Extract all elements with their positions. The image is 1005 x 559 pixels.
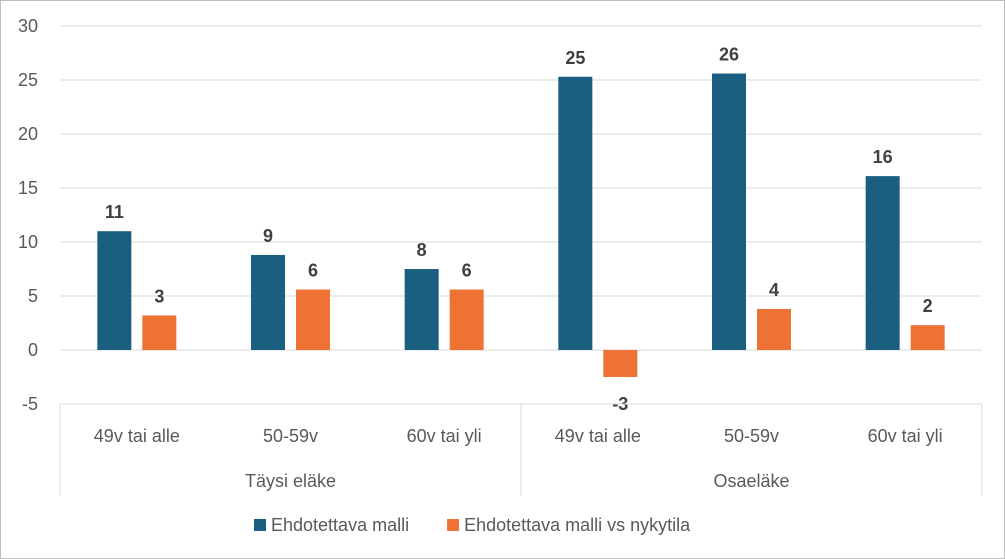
- legend-label: Ehdotettava malli: [271, 515, 409, 535]
- bar-vs-nykytila: [296, 289, 330, 350]
- data-label: 6: [462, 261, 472, 281]
- x-axis: 49v tai alle 50-59v 60v tai yli 49v tai all…: [59, 403, 983, 496]
- bar-ehdotettava-malli: [404, 269, 439, 350]
- data-label: 9: [263, 226, 273, 246]
- x-category-label: 50-59v: [263, 426, 318, 446]
- bar-vs-nykytila: [449, 289, 484, 350]
- legend-swatch: [447, 519, 460, 531]
- gridlines: [60, 25, 982, 405]
- y-tick-label: 5: [28, 286, 38, 306]
- y-tick-label: 25: [18, 70, 38, 90]
- x-group-label: Osaeläke: [713, 471, 789, 491]
- data-label: 6: [308, 261, 318, 281]
- bar-ehdotettava-malli: [251, 254, 285, 350]
- y-axis-ticks: -5 0 5 10 15 20 25 30: [18, 16, 38, 414]
- data-label: 11: [105, 202, 124, 222]
- data-label: 25: [565, 48, 585, 68]
- x-category-label: 60v tai yli: [868, 426, 943, 446]
- x-category-label: 49v tai alle: [555, 426, 641, 446]
- data-label: 8: [417, 240, 427, 260]
- bar-vs-nykytila: [142, 315, 177, 350]
- x-category-label: 60v tai yli: [407, 426, 482, 446]
- bar-ehdotettava-malli: [865, 176, 900, 350]
- data-label: 16: [873, 147, 893, 167]
- y-tick-label: 20: [18, 124, 38, 144]
- bar-vs-nykytila: [757, 308, 791, 350]
- legend-swatch: [254, 519, 266, 531]
- y-tick-label: -5: [22, 394, 38, 414]
- x-group-label: Täysi eläke: [245, 471, 336, 491]
- data-label: 4: [769, 280, 779, 300]
- bar-ehdotettava-malli: [97, 231, 132, 350]
- data-label: 3: [154, 286, 164, 306]
- x-category-label: 50-59v: [724, 426, 779, 446]
- bar-vs-nykytila: [603, 350, 638, 377]
- y-tick-label: 30: [18, 16, 38, 36]
- y-tick-label: 10: [18, 232, 38, 252]
- bar-vs-nykytila: [910, 325, 945, 350]
- x-category-label: 49v tai alle: [94, 426, 180, 446]
- legend: Ehdotettava malli Ehdotettava malli vs ny…: [254, 515, 691, 535]
- bar-ehdotettava-malli: [558, 76, 593, 350]
- data-label: 26: [719, 45, 739, 65]
- legend-label: Ehdotettava malli vs nykytila: [464, 515, 691, 535]
- y-tick-label: 15: [18, 178, 38, 198]
- data-label: 2: [923, 296, 933, 316]
- bars: [97, 73, 945, 377]
- y-tick-label: 0: [28, 340, 38, 360]
- bar-ehdotettava-malli: [712, 73, 746, 351]
